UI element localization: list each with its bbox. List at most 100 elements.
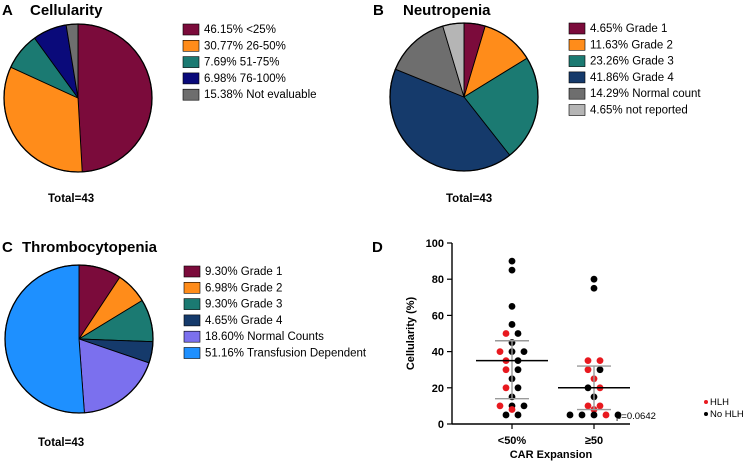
legend-a: 46.15% <25% 30.77% 26-50% 7.69% 51-75% 6.98…	[182, 23, 317, 101]
legend-swatch	[182, 23, 200, 36]
legend-label: No HLH	[710, 409, 744, 420]
legend-label: 7.69% 51-75%	[204, 57, 279, 69]
panel-c-total: Total=43	[38, 437, 84, 449]
panel-label-a: A	[2, 2, 13, 19]
legend-swatch	[183, 281, 201, 294]
data-point-hlh	[508, 406, 516, 413]
pie-b	[389, 22, 539, 172]
panel-a-total: Total=43	[48, 193, 94, 205]
legend-label: 6.98% Grade 2	[205, 282, 282, 294]
legend-marker	[704, 412, 708, 416]
legend-swatch	[183, 265, 201, 278]
y-tick-label: 80	[432, 274, 444, 286]
legend-label: 4.65% not reported	[590, 105, 688, 117]
y-tick-label: 100	[426, 238, 444, 250]
data-point-no-hlh	[508, 266, 516, 274]
legend-swatch	[182, 56, 200, 68]
data-point-no-hlh	[590, 411, 598, 419]
data-point-no-hlh	[514, 384, 522, 392]
legend-label: 14.29% Normal count	[590, 88, 701, 100]
scatter-d: 0 20 40 60 80 100 <50% ≥50 Cellularity (%) CAR Ex…	[405, 238, 744, 461]
p-value-label: p=0.0642	[616, 411, 656, 422]
data-point-no-hlh	[614, 411, 622, 419]
data-point-hlh	[496, 348, 504, 355]
data-point-hlh	[584, 366, 592, 374]
data-point-hlh	[602, 411, 610, 419]
data-point-no-hlh	[578, 411, 586, 419]
legend-label: 15.38% Not evaluable	[204, 89, 317, 101]
data-point-hlh	[502, 330, 510, 337]
legend-swatch	[182, 88, 200, 101]
panel-a-title: Cellularity	[30, 2, 103, 19]
panel-b-total: Total=43	[446, 193, 492, 205]
x-tick-label: <50%	[498, 435, 527, 447]
data-point-no-hlh	[596, 366, 604, 374]
y-axis-label: Cellularity (%)	[405, 296, 417, 370]
pie-outline	[389, 22, 539, 172]
data-point-no-hlh	[514, 411, 522, 419]
data-point-no-hlh	[508, 257, 516, 265]
data-point-hlh	[596, 357, 604, 365]
x-axis-label: CAR Expansion	[510, 449, 593, 461]
data-point-no-hlh	[520, 402, 528, 410]
legend-swatch	[183, 330, 201, 343]
legend-swatch	[182, 72, 200, 85]
legend-swatch	[568, 38, 586, 51]
legend-swatch	[568, 71, 586, 84]
legend-label: 4.65% Grade 1	[590, 23, 667, 35]
pie-slice-51-16-transfusion-dependent	[4, 264, 85, 414]
pie-outline	[3, 23, 153, 173]
legend-label: 18.60% Normal Counts	[205, 331, 324, 343]
panel-label-d: D	[372, 239, 383, 256]
y-tick-label: 20	[432, 383, 444, 395]
legend-b: 4.65% Grade 1 11.63% Grade 2 23.26% Grade …	[568, 22, 701, 117]
legend-swatch	[183, 314, 201, 327]
pie-slice-46-15-25	[77, 23, 153, 173]
legend-label: 11.63% Grade 2	[590, 39, 673, 51]
pie-c	[4, 264, 154, 414]
pie-a	[3, 23, 153, 173]
legend-label: HLH	[710, 397, 729, 408]
data-point-no-hlh	[514, 330, 522, 337]
y-tick-label: 60	[432, 310, 444, 322]
data-point-no-hlh	[590, 275, 598, 283]
panel-label-b: B	[373, 2, 384, 19]
data-point-hlh	[596, 402, 604, 410]
y-tick-label: 0	[438, 419, 444, 431]
data-point-no-hlh	[508, 321, 516, 328]
panel-b-title: Neutropenia	[403, 2, 491, 19]
data-point-hlh	[502, 366, 510, 374]
legend-swatch	[568, 104, 586, 116]
legend-label: 30.77% 26-50%	[204, 40, 286, 52]
y-tick-label: 40	[432, 347, 444, 359]
data-point-no-hlh	[590, 284, 598, 292]
data-point-no-hlh	[502, 411, 510, 419]
panel-c-title: Thrombocytopenia	[22, 239, 158, 256]
data-point-hlh	[584, 402, 592, 410]
panel-label-c: C	[2, 239, 13, 256]
legend-swatch	[568, 55, 586, 67]
data-point-no-hlh	[514, 366, 522, 374]
legend-label: 23.26% Grade 3	[590, 56, 674, 68]
legend-label: 41.86% Grade 4	[590, 72, 674, 84]
x-tick-label: ≥50	[585, 435, 603, 447]
legend-swatch	[568, 22, 586, 35]
legend-label: 6.98% 76-100%	[204, 73, 286, 85]
legend-label: 46.15% <25%	[204, 24, 276, 36]
legend-label: 9.30% Grade 1	[205, 266, 282, 278]
legend-swatch	[182, 39, 200, 52]
data-point-no-hlh	[520, 348, 528, 355]
legend-label: 9.30% Grade 3	[205, 299, 282, 311]
data-point-hlh	[584, 357, 592, 365]
pie-outline	[4, 264, 154, 414]
data-point-no-hlh	[566, 411, 574, 419]
panel-d: D 0 20 40 60 80 100 <50% ≥50 Cellularity (%) CAR …	[372, 238, 744, 461]
panel-c: C Thrombocytopenia 9.30% Grade 1 6.98% Gr…	[2, 239, 367, 449]
legend-swatch	[183, 298, 201, 310]
data-point-no-hlh	[508, 302, 516, 310]
legend-label: 51.16% Transfusion Dependent	[205, 348, 367, 360]
data-point-hlh	[502, 384, 510, 392]
panel-a: A Cellularity 46.15% <25% 30.77% 26-50% 7.…	[2, 2, 317, 205]
legend-swatch	[568, 87, 586, 100]
